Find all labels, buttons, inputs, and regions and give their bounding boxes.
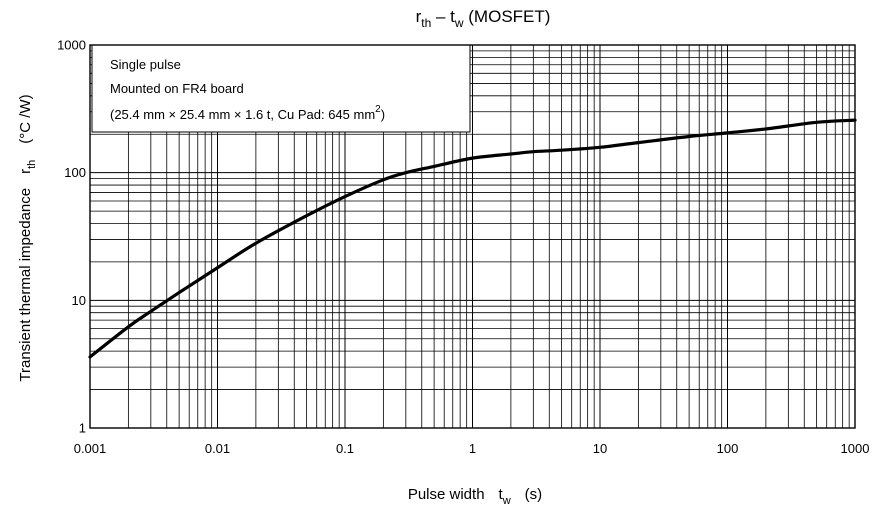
x-tick-labels: 0.001 0.01 0.1 1 10 100 1000	[74, 441, 870, 456]
annotation-box: Single pulse Mounted on FR4 board (25.4 …	[91, 44, 471, 133]
title-symbol-subscript: th	[421, 16, 431, 30]
y-tick-labels: 1 10 100 1000	[57, 38, 86, 436]
y-tick-label: 10	[72, 293, 86, 308]
annotation-line-3: (25.4 mm × 25.4 mm × 1.6 t, Cu Pad: 645 …	[110, 104, 385, 122]
annotation-line-3-text: (25.4 mm × 25.4 mm × 1.6 t, Cu Pad: 645 …	[110, 107, 375, 122]
x-tick-label: 1000	[841, 441, 870, 456]
annotation-line-3-superscript: 2	[375, 104, 381, 115]
thermal-impedance-curve	[88, 118, 857, 359]
chart-title: rth – tw (MOSFET)	[416, 7, 551, 30]
annotation-line-1: Single pulse	[110, 57, 181, 72]
y-tick-label: 1000	[57, 38, 86, 53]
title-symbol: r	[416, 7, 422, 26]
x-tick-label: 100	[717, 441, 739, 456]
x-tick-label: 1	[469, 441, 476, 456]
x-tick-label: 0.1	[336, 441, 354, 456]
x-axis-label-symbol: t	[499, 486, 504, 503]
y-axis-label: Transient thermal impedance rth (°C /W)	[17, 94, 38, 381]
y-axis-label-text: Transient thermal impedance	[17, 188, 34, 382]
x-axis-label: Pulse width tw (s)	[408, 486, 542, 507]
title-separator-subscript: w	[454, 16, 464, 30]
y-axis-label-symbol: r	[17, 169, 34, 174]
series-layer	[88, 118, 857, 359]
title-suffix: (MOSFET)	[464, 7, 551, 26]
title-separator: – t	[431, 7, 455, 26]
annotation-line-3-end: )	[381, 107, 385, 122]
y-tick-label: 1	[79, 421, 86, 436]
annotation-line-2: Mounted on FR4 board	[110, 81, 244, 96]
y-tick-label: 100	[64, 165, 86, 180]
x-tick-label: 0.001	[74, 441, 107, 456]
x-axis-label-symbol-subscript: w	[502, 495, 511, 507]
plot-frame	[89, 44, 856, 429]
x-tick-label: 10	[593, 441, 607, 456]
x-axis-label-text: Pulse width	[408, 486, 485, 503]
plot-area-border	[89, 44, 856, 429]
annotation-background	[91, 44, 471, 133]
x-axis-label-unit: (s)	[525, 486, 543, 503]
y-axis-label-unit: (°C /W)	[17, 94, 34, 143]
x-tick-label: 0.01	[205, 441, 230, 456]
y-axis-label-symbol-subscript: th	[26, 160, 38, 169]
